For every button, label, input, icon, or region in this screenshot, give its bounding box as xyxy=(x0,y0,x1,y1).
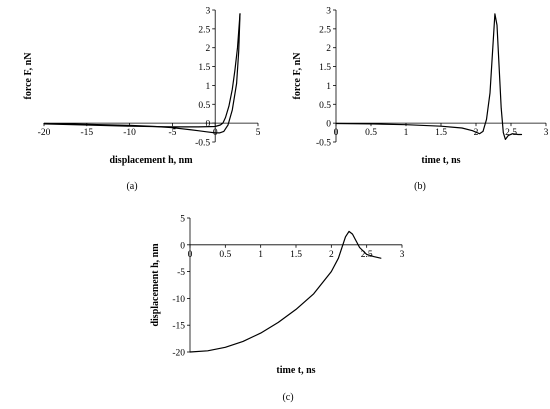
x-axis-label: time t, ns xyxy=(421,155,460,166)
x-tick-label: -10 xyxy=(123,128,136,138)
y-tick-label: 0.5 xyxy=(319,101,331,111)
y-tick-label: 1.5 xyxy=(319,63,331,73)
x-tick-label: 0.5 xyxy=(365,128,377,138)
x-tick-label: 3 xyxy=(544,128,549,138)
x-tick-label: 2.5 xyxy=(505,128,517,138)
panel-label: (a) xyxy=(126,181,137,192)
x-tick-label: 2 xyxy=(474,128,479,138)
x-tick-label: -15 xyxy=(80,128,93,138)
y-tick-label: 5 xyxy=(180,215,185,225)
series-line-1 xyxy=(43,13,241,134)
y-axis-label: force F, nN xyxy=(23,52,34,100)
series-line-1 xyxy=(189,230,382,353)
x-tick-label: 0 xyxy=(188,250,193,260)
x-tick-label: 5 xyxy=(256,128,261,138)
x-tick-label: 3 xyxy=(400,250,405,260)
y-tick-label: 1 xyxy=(205,82,210,92)
panel-label: (c) xyxy=(282,392,293,403)
y-tick-label: -0.5 xyxy=(316,139,331,149)
y-tick-label: 2.5 xyxy=(319,25,331,35)
y-tick-label: -10 xyxy=(172,295,185,305)
y-tick-label: 3 xyxy=(326,7,331,17)
y-tick-label: -5 xyxy=(177,268,185,278)
y-tick-label: 2.5 xyxy=(198,25,210,35)
y-tick-label: 2 xyxy=(205,44,210,54)
x-tick-label: 0.5 xyxy=(219,250,231,260)
y-tick-label: -0.5 xyxy=(195,139,210,149)
y-tick-label: 0 xyxy=(205,120,210,130)
y-axis-label: force F, nN xyxy=(292,52,303,100)
x-axis-label: displacement h, nm xyxy=(109,155,193,166)
y-tick-label: 0.5 xyxy=(198,101,210,111)
y-tick-label: 3 xyxy=(205,7,210,17)
x-tick-label: -20 xyxy=(38,128,51,138)
x-axis-label: time t, ns xyxy=(276,365,315,376)
series-line-2 xyxy=(43,13,241,128)
x-tick-label: 1.5 xyxy=(290,250,302,260)
y-tick-label: 0 xyxy=(180,241,185,251)
series-line-1 xyxy=(335,13,523,140)
y-tick-label: -15 xyxy=(172,322,185,332)
y-tick-label: 1 xyxy=(326,82,331,92)
y-tick-label: 1.5 xyxy=(198,63,210,73)
x-tick-label: 1 xyxy=(258,250,263,260)
x-tick-label: 1 xyxy=(404,128,409,138)
y-tick-label: -20 xyxy=(172,349,185,359)
x-tick-label: 0 xyxy=(334,128,339,138)
x-tick-label: 1.5 xyxy=(435,128,447,138)
y-tick-label: 0 xyxy=(326,120,331,130)
panel-a: -20 -15 -10 -5 0 5-0.500.511.522.53displaceme… xyxy=(23,7,261,193)
x-tick-label: -5 xyxy=(168,128,176,138)
y-tick-label: 2 xyxy=(326,44,331,54)
panel-label: (b) xyxy=(414,181,426,192)
y-axis-label: displacement h, nm xyxy=(150,243,161,327)
x-tick-label: 2 xyxy=(329,250,334,260)
